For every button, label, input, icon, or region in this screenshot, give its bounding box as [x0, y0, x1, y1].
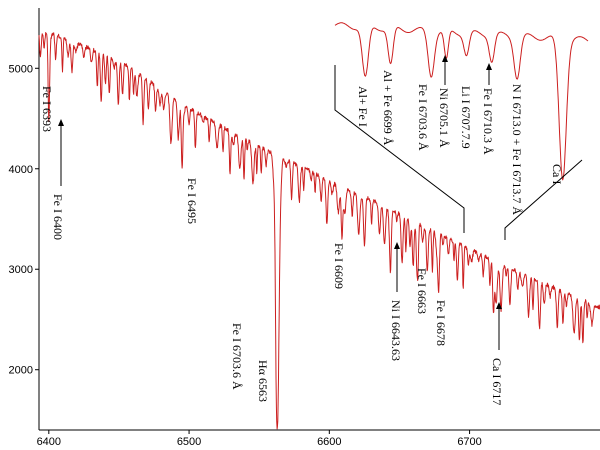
- annotation-fe-6678: Fe I 6678: [434, 300, 448, 346]
- inset-arrowhead-ni-6705: [442, 55, 448, 62]
- inset-label-fe-6710: Fe I 6710.3 Å: [481, 88, 495, 155]
- annotation-halpha: Hα 6563: [256, 360, 270, 402]
- inset-label-al-fe: Al+ Fe I: [356, 86, 370, 127]
- inset-label-al-fe-6699: Al + Fe 6699 Å: [381, 70, 395, 146]
- label-fe-6703-6: Fe I 6703.6 Å: [230, 323, 244, 390]
- y-tick-label: 4000: [9, 164, 33, 176]
- annotation-fe-6400: Fe I 6400: [51, 119, 65, 240]
- label-halpha: Hα 6563: [256, 360, 270, 402]
- y-ticks: 2000 3000 4000 5000: [9, 63, 39, 377]
- inset-annotations: Al+ Fe I Al + Fe 6699 Å Fe I 6703.6 Å Ni…: [356, 55, 564, 215]
- x-ticks: 6400 6500 6600 6700: [37, 430, 482, 448]
- label-fe-6609: Fe I 6609: [332, 243, 346, 289]
- inset-label-ni-6705: Ni 6705.1 Å: [437, 88, 451, 148]
- annotation-ca-6717: Ca I 6717: [490, 302, 504, 405]
- y-tick-label: 5000: [9, 63, 33, 75]
- inset-label-li-6707: Li I 6707.7.9: [459, 86, 473, 149]
- label-fe-6495: Fe I 6495: [185, 178, 199, 224]
- label-ni-6643: Ni I 6643.63: [389, 300, 403, 361]
- label-fe-6393: Fe I 6393: [40, 86, 54, 132]
- annotation-fe-6393: Fe I 6393: [40, 86, 54, 132]
- arrowhead-ca-6717: [496, 302, 502, 309]
- spectrum-line: [38, 32, 600, 430]
- annotation-ni-6643: Ni I 6643.63: [389, 242, 403, 361]
- label-fe-6400: Fe I 6400: [51, 194, 65, 240]
- inset-label-fe-6703: Fe I 6703.6 Å: [416, 84, 430, 151]
- x-tick-label: 6600: [317, 436, 341, 448]
- annotation-fe-6495: Fe I 6495: [185, 178, 199, 224]
- arrowhead-ni-6643: [394, 242, 400, 249]
- label-fe-6678: Fe I 6678: [434, 300, 448, 346]
- x-tick-label: 6400: [37, 436, 61, 448]
- annotation-fe-6663: Fe I 6663: [415, 268, 429, 314]
- inset-label-ni-fe-6713: N I 6713.0 + Fe I 6713.7 Å: [510, 84, 524, 215]
- inset-arrowhead-fe-6710: [486, 63, 492, 70]
- y-tick-label: 3000: [9, 264, 33, 276]
- inset-label-ca: Ca I: [550, 164, 564, 184]
- label-fe-6663: Fe I 6663: [415, 268, 429, 314]
- x-tick-label: 6500: [177, 436, 201, 448]
- y-tick-label: 2000: [9, 365, 33, 377]
- annotation-fe-6609: Fe I 6609: [332, 243, 346, 289]
- inset-spectrum-line: [334, 22, 589, 181]
- inset-connectors: [334, 65, 583, 240]
- arrowhead-fe-6400: [58, 119, 64, 126]
- inset-connector-left: [334, 65, 465, 233]
- x-tick-label: 6700: [457, 436, 481, 448]
- label-ca-6717: Ca I 6717: [490, 358, 504, 405]
- annotation-fe-6703-6: Fe I 6703.6 Å: [230, 323, 244, 390]
- inset-connector-right: [504, 159, 583, 240]
